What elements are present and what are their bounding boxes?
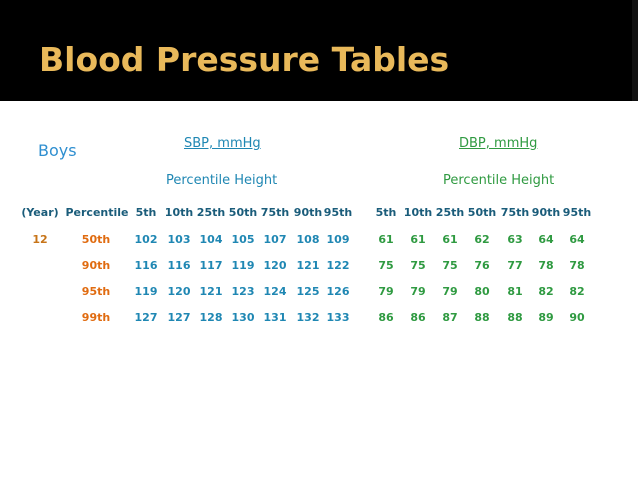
sbp-value-cell: 124 — [263, 285, 287, 298]
sbp-value-cell: 109 — [326, 233, 350, 246]
dbp-value-cell: 61 — [442, 233, 458, 246]
sbp-col-header: 5th — [135, 206, 157, 219]
sbp-value-cell: 127 — [134, 311, 158, 324]
dbp-value-cell: 88 — [507, 311, 523, 324]
title-band-edge — [632, 0, 638, 101]
sbp-col-header: 75th — [260, 206, 290, 219]
sbp-header: SBP, mmHg — [184, 136, 261, 151]
sbp-value-cell: 128 — [199, 311, 223, 324]
sbp-value-cell: 121 — [199, 285, 223, 298]
sbp-subheader: Percentile Height — [166, 173, 278, 188]
dbp-value-cell: 62 — [474, 233, 490, 246]
sbp-value-cell: 125 — [296, 285, 320, 298]
dbp-value-cell: 76 — [474, 259, 490, 272]
dbp-value-cell: 77 — [507, 259, 523, 272]
sbp-value-cell: 122 — [326, 259, 350, 272]
dbp-col-header: 95th — [562, 206, 592, 219]
dbp-value-cell: 78 — [538, 259, 554, 272]
dbp-value-cell: 88 — [474, 311, 490, 324]
dbp-value-cell: 64 — [538, 233, 554, 246]
dbp-col-header: 50th — [467, 206, 497, 219]
dbp-col-header: 25th — [435, 206, 465, 219]
dbp-subheader: Percentile Height — [443, 173, 555, 188]
dbp-col-header: 90th — [531, 206, 561, 219]
sbp-value-cell: 127 — [167, 311, 191, 324]
age-cell: 12 — [32, 233, 48, 246]
dbp-col-header: 10th — [403, 206, 433, 219]
dbp-value-cell: 89 — [538, 311, 554, 324]
percentile-cell: 50th — [81, 233, 111, 246]
group-label: Boys — [38, 141, 77, 160]
sbp-col-header: 25th — [196, 206, 226, 219]
percentile-cell: 99th — [81, 311, 111, 324]
dbp-value-cell: 79 — [442, 285, 458, 298]
sbp-value-cell: 119 — [231, 259, 255, 272]
sbp-value-cell: 126 — [326, 285, 350, 298]
col-header-percentile: Percentile — [65, 206, 129, 219]
sbp-value-cell: 123 — [231, 285, 255, 298]
dbp-col-header: 5th — [375, 206, 397, 219]
dbp-value-cell: 75 — [378, 259, 394, 272]
dbp-value-cell: 86 — [410, 311, 426, 324]
sbp-value-cell: 105 — [231, 233, 255, 246]
dbp-value-cell: 79 — [410, 285, 426, 298]
dbp-value-cell: 61 — [410, 233, 426, 246]
sbp-value-cell: 108 — [296, 233, 320, 246]
slide-title: Blood Pressure Tables — [39, 40, 450, 79]
sbp-col-header: 50th — [228, 206, 258, 219]
dbp-value-cell: 86 — [378, 311, 394, 324]
dbp-value-cell: 81 — [507, 285, 523, 298]
percentile-cell: 95th — [81, 285, 111, 298]
sbp-value-cell: 102 — [134, 233, 158, 246]
title-band — [0, 0, 638, 101]
sbp-value-cell: 133 — [326, 311, 350, 324]
dbp-value-cell: 75 — [442, 259, 458, 272]
sbp-value-cell: 121 — [296, 259, 320, 272]
percentile-cell: 90th — [81, 259, 111, 272]
dbp-value-cell: 64 — [569, 233, 585, 246]
dbp-value-cell: 82 — [569, 285, 585, 298]
sbp-value-cell: 116 — [134, 259, 158, 272]
dbp-value-cell: 63 — [507, 233, 523, 246]
sbp-col-header: 90th — [293, 206, 323, 219]
dbp-value-cell: 80 — [474, 285, 490, 298]
sbp-col-header: 95th — [323, 206, 353, 219]
sbp-col-header: 10th — [164, 206, 194, 219]
sbp-value-cell: 119 — [134, 285, 158, 298]
dbp-value-cell: 75 — [410, 259, 426, 272]
sbp-value-cell: 117 — [199, 259, 223, 272]
dbp-value-cell: 61 — [378, 233, 394, 246]
dbp-value-cell: 90 — [569, 311, 585, 324]
sbp-value-cell: 120 — [263, 259, 287, 272]
sbp-value-cell: 103 — [167, 233, 191, 246]
sbp-value-cell: 130 — [231, 311, 255, 324]
sbp-value-cell: 107 — [263, 233, 287, 246]
dbp-value-cell: 79 — [378, 285, 394, 298]
sbp-value-cell: 131 — [263, 311, 287, 324]
dbp-value-cell: 87 — [442, 311, 458, 324]
dbp-value-cell: 78 — [569, 259, 585, 272]
dbp-value-cell: 82 — [538, 285, 554, 298]
dbp-header: DBP, mmHg — [459, 136, 538, 151]
col-header-year: (Year) — [21, 206, 59, 219]
sbp-value-cell: 116 — [167, 259, 191, 272]
dbp-col-header: 75th — [500, 206, 530, 219]
sbp-value-cell: 120 — [167, 285, 191, 298]
sbp-value-cell: 132 — [296, 311, 320, 324]
sbp-value-cell: 104 — [199, 233, 223, 246]
